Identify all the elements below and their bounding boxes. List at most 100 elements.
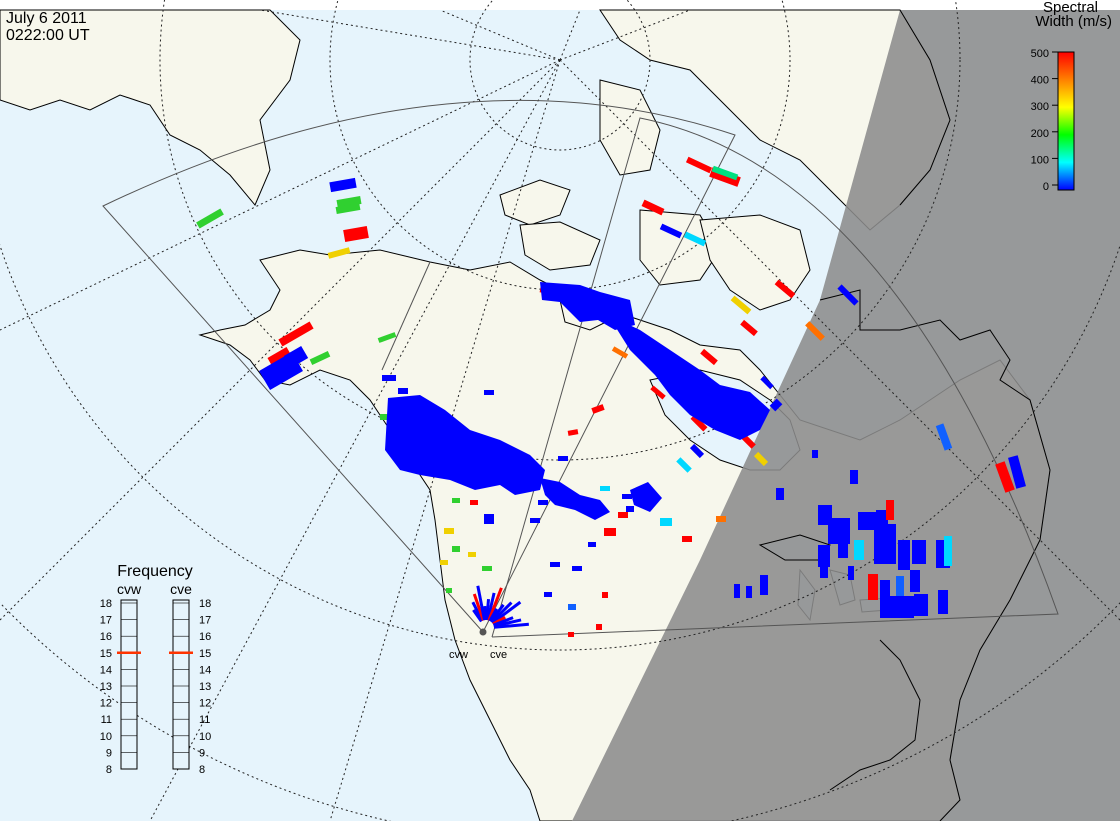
echo-cell	[850, 470, 858, 484]
echo-beam	[493, 618, 522, 628]
echo-cell	[484, 390, 494, 395]
colorbar-tick-label: 200	[1031, 128, 1049, 140]
echo-beam	[493, 622, 529, 629]
echo-cell	[874, 524, 896, 564]
freq-tick-label: 16	[199, 631, 211, 643]
freq-tick-label: 9	[106, 747, 112, 759]
echo-cell	[886, 500, 894, 520]
echo-cell	[602, 592, 608, 598]
echo-cell	[440, 560, 448, 565]
freq-tick-label: 16	[100, 631, 112, 643]
echo-cell	[776, 488, 784, 500]
echo-cell	[482, 566, 492, 571]
echo-cell	[267, 347, 291, 365]
echo-cell	[912, 540, 926, 564]
freq-tick-label: 17	[100, 615, 112, 627]
echo-cell	[283, 345, 309, 369]
echo-cluster	[385, 395, 545, 495]
echo-cell	[568, 604, 576, 610]
echo-cell	[1008, 455, 1026, 489]
freq-tick-label: 18	[100, 598, 112, 610]
echo-beam	[476, 585, 486, 621]
echo-cell	[896, 576, 904, 596]
colorbar-tick-label: 400	[1031, 75, 1049, 87]
echo-cell	[611, 346, 629, 359]
echo-cell	[880, 596, 894, 618]
echo-cell	[944, 536, 952, 566]
echo-beam	[487, 587, 503, 622]
echo-cell	[769, 398, 783, 412]
freq-tick-label: 10	[100, 731, 112, 743]
echo-cell	[837, 284, 859, 306]
echo-cluster	[630, 482, 662, 512]
echo-cell	[377, 332, 397, 343]
echo-cell	[914, 594, 928, 616]
echo-cell	[995, 461, 1015, 493]
echo-cell	[336, 195, 362, 209]
echo-cell	[452, 546, 460, 552]
freq-tick-label: 17	[199, 615, 211, 627]
echo-beam	[492, 616, 514, 627]
echo-cell	[820, 560, 828, 578]
colorbar-tick-label: 100	[1031, 154, 1049, 166]
echo-cell	[894, 596, 914, 618]
cve-freq-label: cve	[170, 581, 192, 597]
echo-beam	[486, 592, 496, 621]
echo-cell	[683, 231, 707, 247]
echo-cell	[753, 451, 769, 467]
echo-cell	[774, 279, 796, 299]
freq-tick-label: 11	[101, 714, 112, 726]
echo-cell	[572, 566, 582, 571]
freq-tick-label: 8	[106, 764, 112, 776]
freq-tick-label: 13	[199, 681, 211, 693]
echo-cell	[309, 351, 331, 365]
echo-cell	[335, 202, 361, 215]
cvw-site-label: cvw	[449, 649, 468, 661]
cve-fov-outline	[491, 117, 1059, 638]
echo-beam	[472, 593, 485, 621]
freq-tick-label: 11	[199, 714, 210, 726]
colorbar-tick-label: 0	[1043, 181, 1049, 193]
colorbar-tick-label: 300	[1031, 101, 1049, 113]
echo-cell	[567, 429, 579, 436]
echo-beam	[471, 601, 484, 622]
freq-tick-label: 9	[199, 747, 205, 759]
echo-cells	[196, 156, 1026, 637]
echo-cell	[452, 498, 460, 503]
echo-cell	[327, 247, 351, 259]
echo-beam	[491, 600, 522, 625]
time-label: 0222:00 UT	[6, 27, 90, 44]
echo-cell	[659, 223, 683, 239]
echo-cell	[716, 516, 726, 522]
echo-cell	[622, 494, 632, 499]
echo-cell	[600, 486, 610, 491]
echo-cell	[530, 518, 540, 523]
echo-cell	[812, 450, 818, 458]
echo-cell	[910, 570, 920, 592]
frequency-panel: Frequency cvw cve 18 18 17 17 16 16 15 15 14 14 13…	[100, 563, 212, 776]
echo-cell	[700, 348, 718, 366]
echo-cell	[660, 518, 672, 526]
top-margin	[0, 0, 1120, 10]
colorbar-title-line1: Spectral	[1043, 0, 1098, 16]
echo-cell	[848, 566, 854, 580]
echo-cell	[689, 443, 705, 459]
echo-cell	[880, 580, 890, 600]
echo-cluster	[540, 478, 610, 520]
echo-cluster	[405, 420, 440, 445]
cvw-fov-outline	[102, 100, 736, 633]
frequency-title: Frequency	[117, 563, 193, 580]
radar-fov	[102, 100, 1059, 638]
echo-cell	[740, 319, 758, 337]
echo-cell	[935, 423, 953, 451]
echo-cell	[558, 456, 568, 461]
echo-cell	[398, 388, 408, 394]
night-shading	[572, 10, 1120, 821]
freq-tick-label: 10	[199, 731, 211, 743]
echo-cell	[734, 584, 740, 598]
echo-cell	[446, 588, 452, 593]
freq-tick-label: 12	[199, 698, 211, 710]
freq-tick-label: 14	[199, 664, 211, 676]
echo-cell	[641, 199, 665, 216]
colorbar-tick-label: 500	[1031, 48, 1049, 60]
